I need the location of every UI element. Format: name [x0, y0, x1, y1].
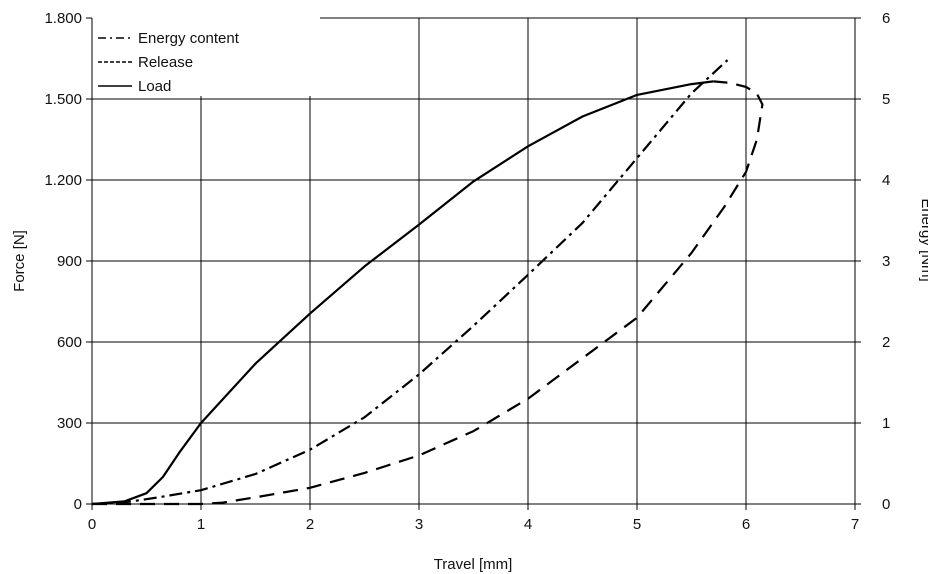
y-tick-label: 1.500 — [44, 91, 82, 108]
energy-content-series-line — [91, 59, 729, 506]
y-tick-label: 600 — [57, 334, 82, 351]
y-tick-label: 300 — [57, 415, 82, 432]
y-tick-label: 0 — [74, 496, 82, 513]
y-tick-label: 900 — [57, 253, 82, 270]
y2-tick-label: 6 — [882, 10, 890, 27]
x-tick-label: 5 — [633, 516, 641, 533]
x-tick-label: 1 — [197, 516, 205, 533]
y2-tick-label: 3 — [882, 253, 890, 270]
legend-label-release: Release — [138, 54, 193, 71]
y-tick-label: 1.200 — [44, 172, 82, 189]
x-tick-label: 7 — [851, 516, 859, 533]
series-layer — [91, 59, 764, 506]
legend: Energy content Release Load — [98, 30, 240, 95]
y-tick-label: 1.800 — [44, 10, 82, 27]
y2-tick-label: 2 — [882, 334, 890, 351]
x-tick-label: 3 — [415, 516, 423, 533]
y2-tick-label: 1 — [882, 415, 890, 432]
legend-label-load: Load — [138, 78, 171, 95]
load-series-line — [91, 80, 714, 506]
legend-label-energy-content: Energy content — [138, 30, 240, 47]
x-tick-label: 4 — [524, 516, 532, 533]
x-tick-label: 6 — [742, 516, 750, 533]
y2-axis-title: Energy [Nm] — [918, 198, 928, 281]
y2-tick-label: 0 — [882, 496, 890, 513]
y2-tick-label: 5 — [882, 91, 890, 108]
axes: 0 1 2 3 4 5 6 7 0 300 600 900 1.200 1.500 1.800 0 1 2 3 4 5 6 — [44, 10, 890, 533]
x-tick-label: 2 — [306, 516, 314, 533]
y-axis-title: Force [N] — [11, 230, 28, 292]
x-tick-label: 0 — [88, 516, 96, 533]
grid — [92, 18, 855, 504]
y2-tick-label: 4 — [882, 172, 890, 189]
x-axis-title: Travel [mm] — [434, 556, 513, 573]
release-series-line — [92, 80, 764, 506]
